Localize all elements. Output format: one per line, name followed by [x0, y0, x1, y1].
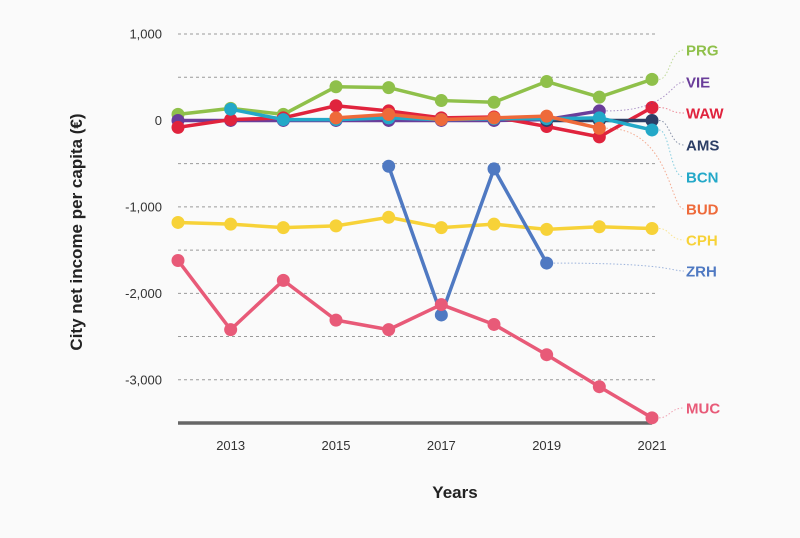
legend-leader-line [658, 106, 685, 114]
data-point [434, 94, 448, 108]
series-line-waw [177, 103, 653, 139]
x-tick-label: 2021 [638, 438, 667, 453]
data-point [382, 81, 396, 95]
series-lines [171, 72, 659, 425]
y-axis-title: City net income per capita (€) [67, 113, 86, 350]
legend-leaders [553, 49, 685, 419]
data-point [540, 75, 554, 89]
x-tick-label: 2017 [427, 438, 456, 453]
legend-leader-line [658, 49, 685, 80]
data-point [434, 298, 448, 312]
y-tick-label: 1,000 [129, 27, 162, 42]
legend-leader-line [658, 228, 685, 241]
data-point [487, 162, 501, 176]
data-point [540, 348, 554, 362]
y-tick-label: -3,000 [125, 372, 162, 387]
legend-label-vie: VIE [686, 75, 710, 92]
data-point [592, 121, 606, 135]
legend-leader-line [553, 262, 685, 272]
data-point [487, 217, 501, 231]
series-bud [329, 107, 606, 135]
data-point [382, 159, 396, 173]
data-point [171, 120, 185, 134]
legend-leader-line [658, 129, 685, 178]
data-point [171, 215, 185, 229]
data-point [592, 111, 606, 125]
data-point [329, 219, 343, 233]
data-point [329, 80, 343, 94]
legend: PRG VIE WAW AMS BCN BUD CPH ZRH MUC [686, 43, 724, 418]
data-point [276, 113, 290, 127]
legend-leader-line [658, 407, 685, 419]
legend-leader-line [658, 119, 685, 146]
data-point [434, 308, 448, 322]
series-line-bud [335, 112, 600, 130]
legend-leader-line [606, 127, 685, 210]
y-tick-label: -2,000 [125, 286, 162, 301]
series-cph [171, 210, 659, 236]
y-axis-ticks: 1,000 0 -1,000 -2,000 -3,000 [125, 27, 162, 388]
data-point [276, 273, 290, 287]
data-point [645, 222, 659, 235]
series-line-cph [177, 215, 653, 232]
data-point [487, 111, 501, 125]
x-tick-label: 2019 [532, 438, 561, 453]
data-point [434, 113, 448, 127]
data-point [382, 323, 396, 337]
legend-label-ams: AMS [686, 138, 719, 155]
data-point [224, 113, 238, 127]
series-zrh [382, 159, 554, 322]
data-point [645, 411, 659, 425]
data-point [434, 221, 448, 235]
legend-label-muc: MUC [686, 401, 720, 418]
data-point [224, 217, 238, 231]
legend-leader-line [606, 81, 685, 112]
data-point [645, 72, 659, 86]
data-point [540, 222, 554, 236]
data-point [487, 95, 501, 109]
legend-label-waw: WAW [686, 106, 724, 123]
data-point [540, 256, 554, 270]
x-axis-title: Years [432, 483, 477, 502]
legend-label-cph: CPH [686, 233, 718, 250]
gridlines [178, 33, 658, 381]
data-point [592, 380, 606, 394]
series-line-zrh [387, 165, 549, 317]
series-muc [171, 253, 659, 425]
x-tick-label: 2015 [322, 438, 351, 453]
legend-label-bud: BUD [686, 202, 719, 219]
data-point [224, 323, 238, 337]
data-point [487, 317, 501, 331]
data-point [645, 113, 659, 127]
data-point [382, 210, 396, 224]
data-point [224, 102, 238, 116]
data-point [171, 253, 185, 267]
data-point [329, 313, 343, 327]
data-point [645, 123, 659, 137]
legend-label-prg: PRG [686, 43, 719, 60]
data-point [592, 90, 606, 104]
y-tick-label: -1,000 [125, 199, 162, 214]
data-point [540, 109, 554, 123]
x-tick-label: 2013 [216, 438, 245, 453]
x-axis-ticks: 2013 2015 2017 2019 2021 [216, 438, 666, 453]
legend-label-bcn: BCN [686, 170, 719, 187]
series-line-prg [177, 77, 653, 117]
data-point [382, 107, 396, 121]
y-tick-label: 0 [155, 113, 162, 128]
data-point [329, 111, 343, 125]
series-line-muc [176, 259, 653, 420]
legend-label-zrh: ZRH [686, 264, 717, 281]
data-point [329, 99, 343, 113]
data-point [276, 221, 290, 235]
data-point [592, 220, 606, 234]
